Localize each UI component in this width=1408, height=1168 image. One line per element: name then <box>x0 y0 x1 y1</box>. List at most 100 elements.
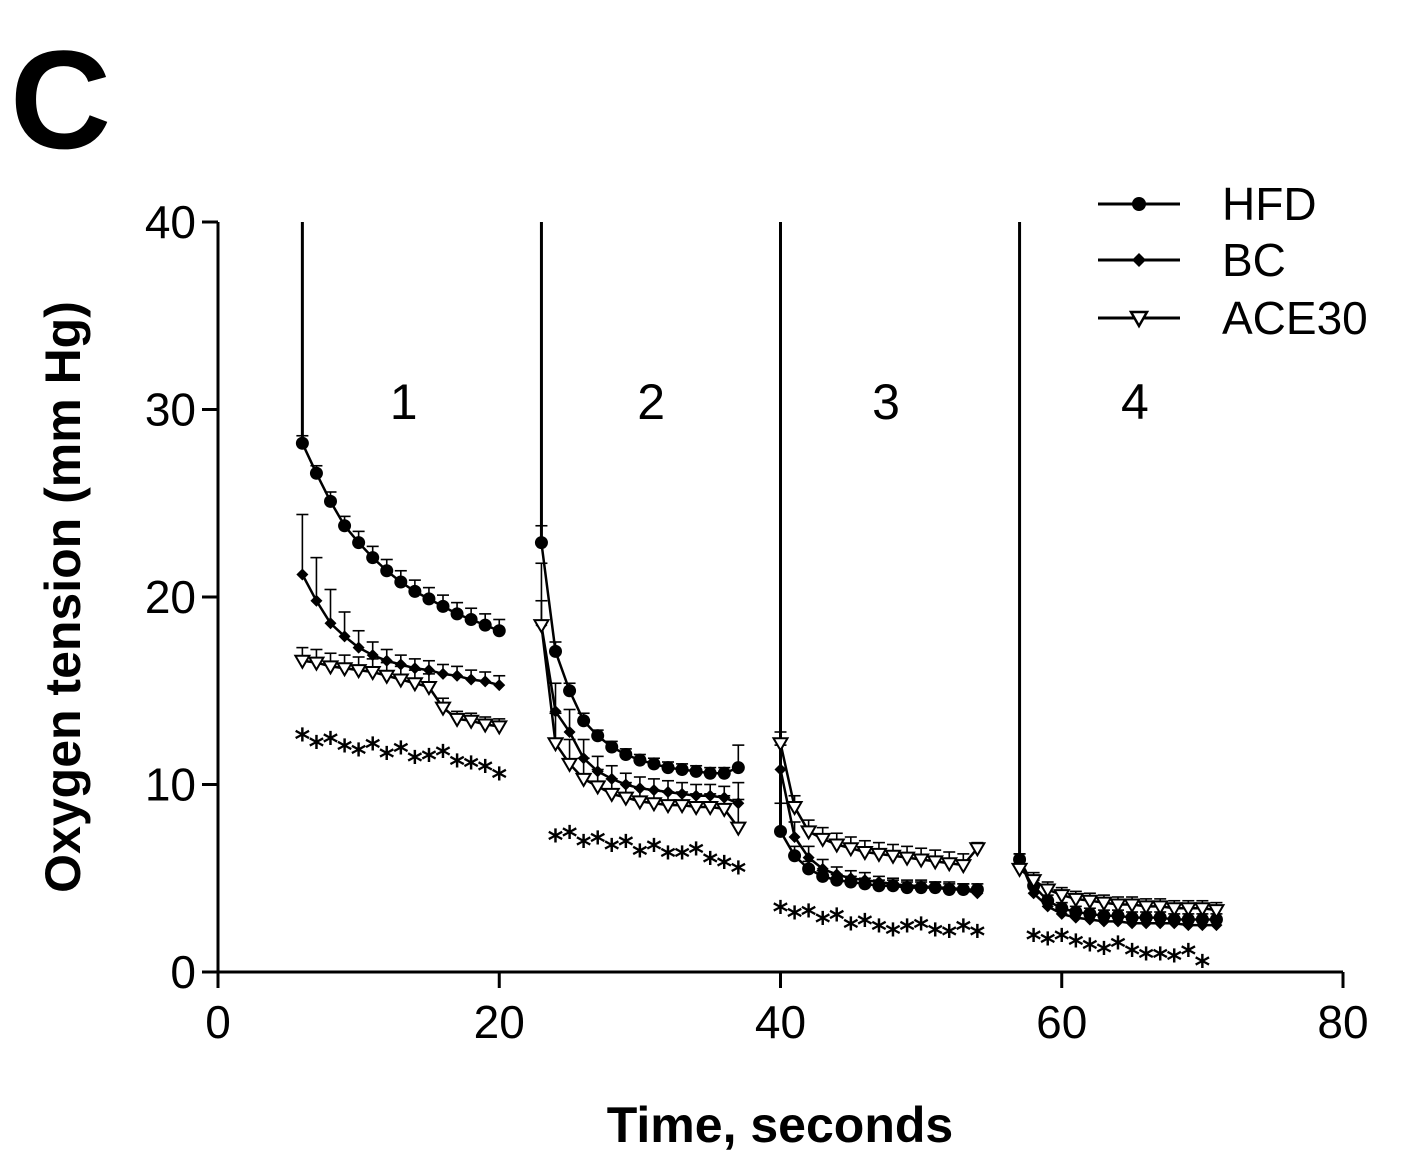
data-point-ace30 <box>1151 900 1169 916</box>
data-point-ace30 <box>729 821 748 837</box>
data-point-ace30 <box>870 847 888 863</box>
data-point-ace30 <box>926 855 944 871</box>
data-point-bc <box>1182 919 1195 932</box>
y-tick-label: 0 <box>170 946 196 998</box>
data-point-ace30 <box>532 619 551 635</box>
significance-asterisk: * <box>393 736 409 771</box>
y-tick-label: 30 <box>145 384 196 436</box>
data-point-hfd <box>774 824 787 838</box>
data-point-hfd <box>324 494 337 508</box>
data-point-bc <box>338 630 351 643</box>
data-point-ace30 <box>307 656 326 672</box>
data-point-ace30 <box>321 660 340 676</box>
data-point-hfd <box>802 862 816 876</box>
data-point-bc <box>1027 887 1040 900</box>
data-point-bc <box>788 831 801 843</box>
data-point-hfd <box>422 592 436 606</box>
data-point-bc <box>816 862 829 875</box>
data-point-hfd <box>689 764 703 778</box>
significance-asterisk: * <box>702 847 718 882</box>
significance-asterisk: * <box>730 856 746 891</box>
significance-asterisk: * <box>632 839 648 874</box>
data-point-bc <box>1069 911 1082 924</box>
data-point-ace30 <box>1137 900 1155 916</box>
significance-asterisk: * <box>1068 929 1084 964</box>
data-point-hfd <box>703 766 717 780</box>
data-point-hfd <box>816 869 830 883</box>
data-point-bc <box>310 594 323 607</box>
legend-marker-ace30 <box>1128 310 1150 329</box>
data-point-hfd <box>295 436 309 450</box>
significance-asterisk: * <box>562 820 578 855</box>
data-point-ace30 <box>631 795 649 811</box>
data-point-ace30 <box>349 664 368 680</box>
significance-asterisk: * <box>351 738 367 773</box>
data-point-hfd <box>661 761 675 775</box>
data-point-hfd <box>338 519 352 533</box>
data-point-bc <box>830 868 843 881</box>
legend-marker-bc <box>1132 253 1146 267</box>
data-point-ace30 <box>1095 896 1113 912</box>
significance-asterisk: * <box>1110 931 1126 966</box>
significance-asterisk: * <box>955 914 971 949</box>
data-point-hfd <box>366 551 380 565</box>
stage-label: 3 <box>872 374 900 430</box>
data-point-ace30 <box>476 718 494 734</box>
data-point-bc <box>437 667 449 680</box>
data-point-ace30 <box>406 677 424 693</box>
data-point-bc <box>394 658 407 671</box>
significance-asterisk: * <box>407 745 423 780</box>
legend-entry-ace30: ACE30 <box>1098 292 1368 344</box>
data-point-ace30 <box>1053 889 1071 905</box>
data-point-bc <box>451 669 464 682</box>
data-point-hfd <box>577 714 591 728</box>
data-point-hfd <box>464 613 478 626</box>
significance-asterisk: * <box>970 920 986 955</box>
data-point-ace30 <box>448 712 466 728</box>
data-point-bc <box>915 879 928 892</box>
significance-asterisk: * <box>787 901 803 936</box>
data-point-ace30 <box>588 780 607 796</box>
data-point-ace30 <box>392 673 410 689</box>
significance-asterisk: * <box>1152 942 1168 977</box>
data-point-hfd <box>788 849 802 863</box>
data-point-bc <box>844 872 857 885</box>
data-point-ace30 <box>715 802 733 818</box>
data-point-ace30 <box>799 825 818 841</box>
data-point-hfd <box>408 584 422 598</box>
data-point-ace30 <box>1109 898 1127 914</box>
data-point-bc <box>1013 853 1026 866</box>
data-point-bc <box>1083 913 1096 926</box>
significance-asterisk: * <box>1166 944 1182 979</box>
data-point-bc <box>380 654 393 667</box>
significance-asterisk: * <box>590 826 606 861</box>
significance-asterisk: * <box>1040 927 1056 962</box>
data-point-hfd <box>563 684 577 698</box>
data-point-ace30 <box>617 791 635 807</box>
significance-asterisk: * <box>1026 923 1042 958</box>
significance-asterisk: * <box>548 824 564 859</box>
data-point-bc <box>901 879 914 892</box>
significance-asterisk: * <box>1180 938 1196 973</box>
significance-asterisk: * <box>449 749 465 784</box>
significance-asterisk: * <box>871 914 887 949</box>
significance-asterisk: * <box>688 837 704 872</box>
significance-asterisk: * <box>660 841 676 876</box>
data-point-ace30 <box>420 681 438 696</box>
data-point-ace30 <box>1207 904 1226 920</box>
data-point-bc <box>1154 917 1167 930</box>
data-point-ace30 <box>842 842 860 858</box>
data-point-ace30 <box>1179 902 1198 918</box>
data-point-hfd <box>717 766 731 780</box>
significance-asterisk: * <box>716 850 732 885</box>
data-point-ace30 <box>1024 874 1043 890</box>
data-point-bc <box>957 883 970 896</box>
data-point-hfd <box>309 466 323 480</box>
significance-asterisk: * <box>801 899 817 934</box>
data-point-ace30 <box>1123 898 1141 914</box>
data-point-ace30 <box>659 799 677 815</box>
data-point-bc <box>887 877 899 890</box>
data-point-hfd <box>675 763 689 776</box>
significance-asterisk: * <box>421 743 437 778</box>
data-point-bc <box>802 851 815 864</box>
